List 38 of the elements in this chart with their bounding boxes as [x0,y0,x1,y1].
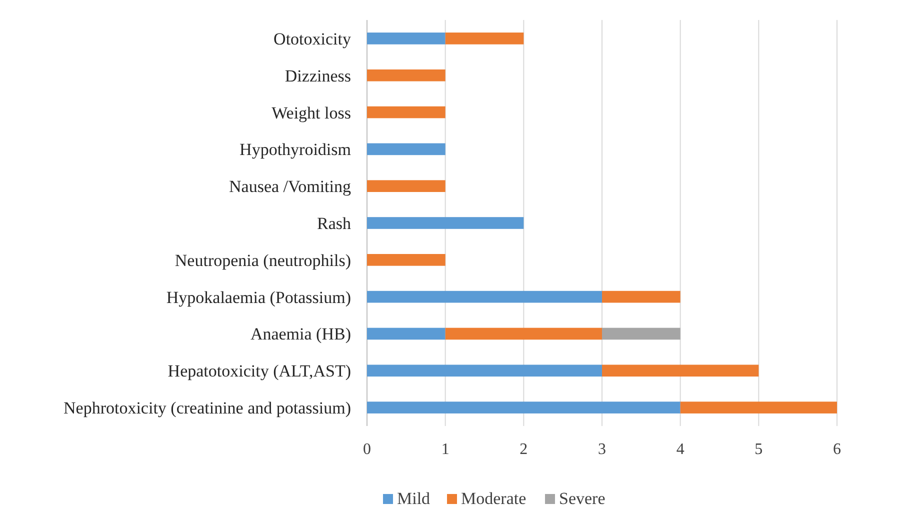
bar [367,328,446,340]
legend-label: Moderate [461,489,526,508]
y-tick-label: Weight loss [272,103,351,122]
y-tick-label: Hepatotoxicity (ALT,AST) [168,362,351,381]
y-tick-label: Dizziness [284,66,351,86]
bar [367,106,446,118]
legend-label: Severe [559,489,606,508]
y-tick-label: Neutropenia (neutrophils) [174,250,351,270]
bar [367,402,680,414]
x-tick-label: 3 [598,441,606,458]
y-tick-label: Hypothyroidism [240,140,351,160]
x-tick-label: 4 [676,441,684,458]
legend-label: Mild [397,489,431,508]
bar [367,32,446,44]
bar [602,364,759,377]
bar [367,217,524,229]
x-tick-label: 6 [833,441,841,458]
y-tick-label: Ototoxicity [274,29,352,48]
x-tick-label: 1 [441,441,450,458]
y-tick-label: Hypokalaemia (Potassium) [166,288,351,307]
bar [445,328,602,340]
y-tick-label: Anaemia (HB) [250,324,351,344]
bar [367,180,446,192]
bar [367,290,602,303]
bar [367,254,446,266]
bar [680,402,837,414]
bar [602,290,680,303]
y-tick-label: Nephrotoxicity (creatinine and potassium) [64,398,351,418]
x-tick-label: 0 [363,441,371,458]
x-tick-label: 2 [520,441,528,458]
bar [602,328,680,340]
y-tick-label: Nausea /Vomiting [229,177,352,196]
x-tick-label: 5 [754,441,763,458]
bar [367,364,602,377]
bar [367,143,446,156]
bar [445,32,524,44]
y-tick-label: Rash [317,214,352,233]
bar [367,69,446,82]
